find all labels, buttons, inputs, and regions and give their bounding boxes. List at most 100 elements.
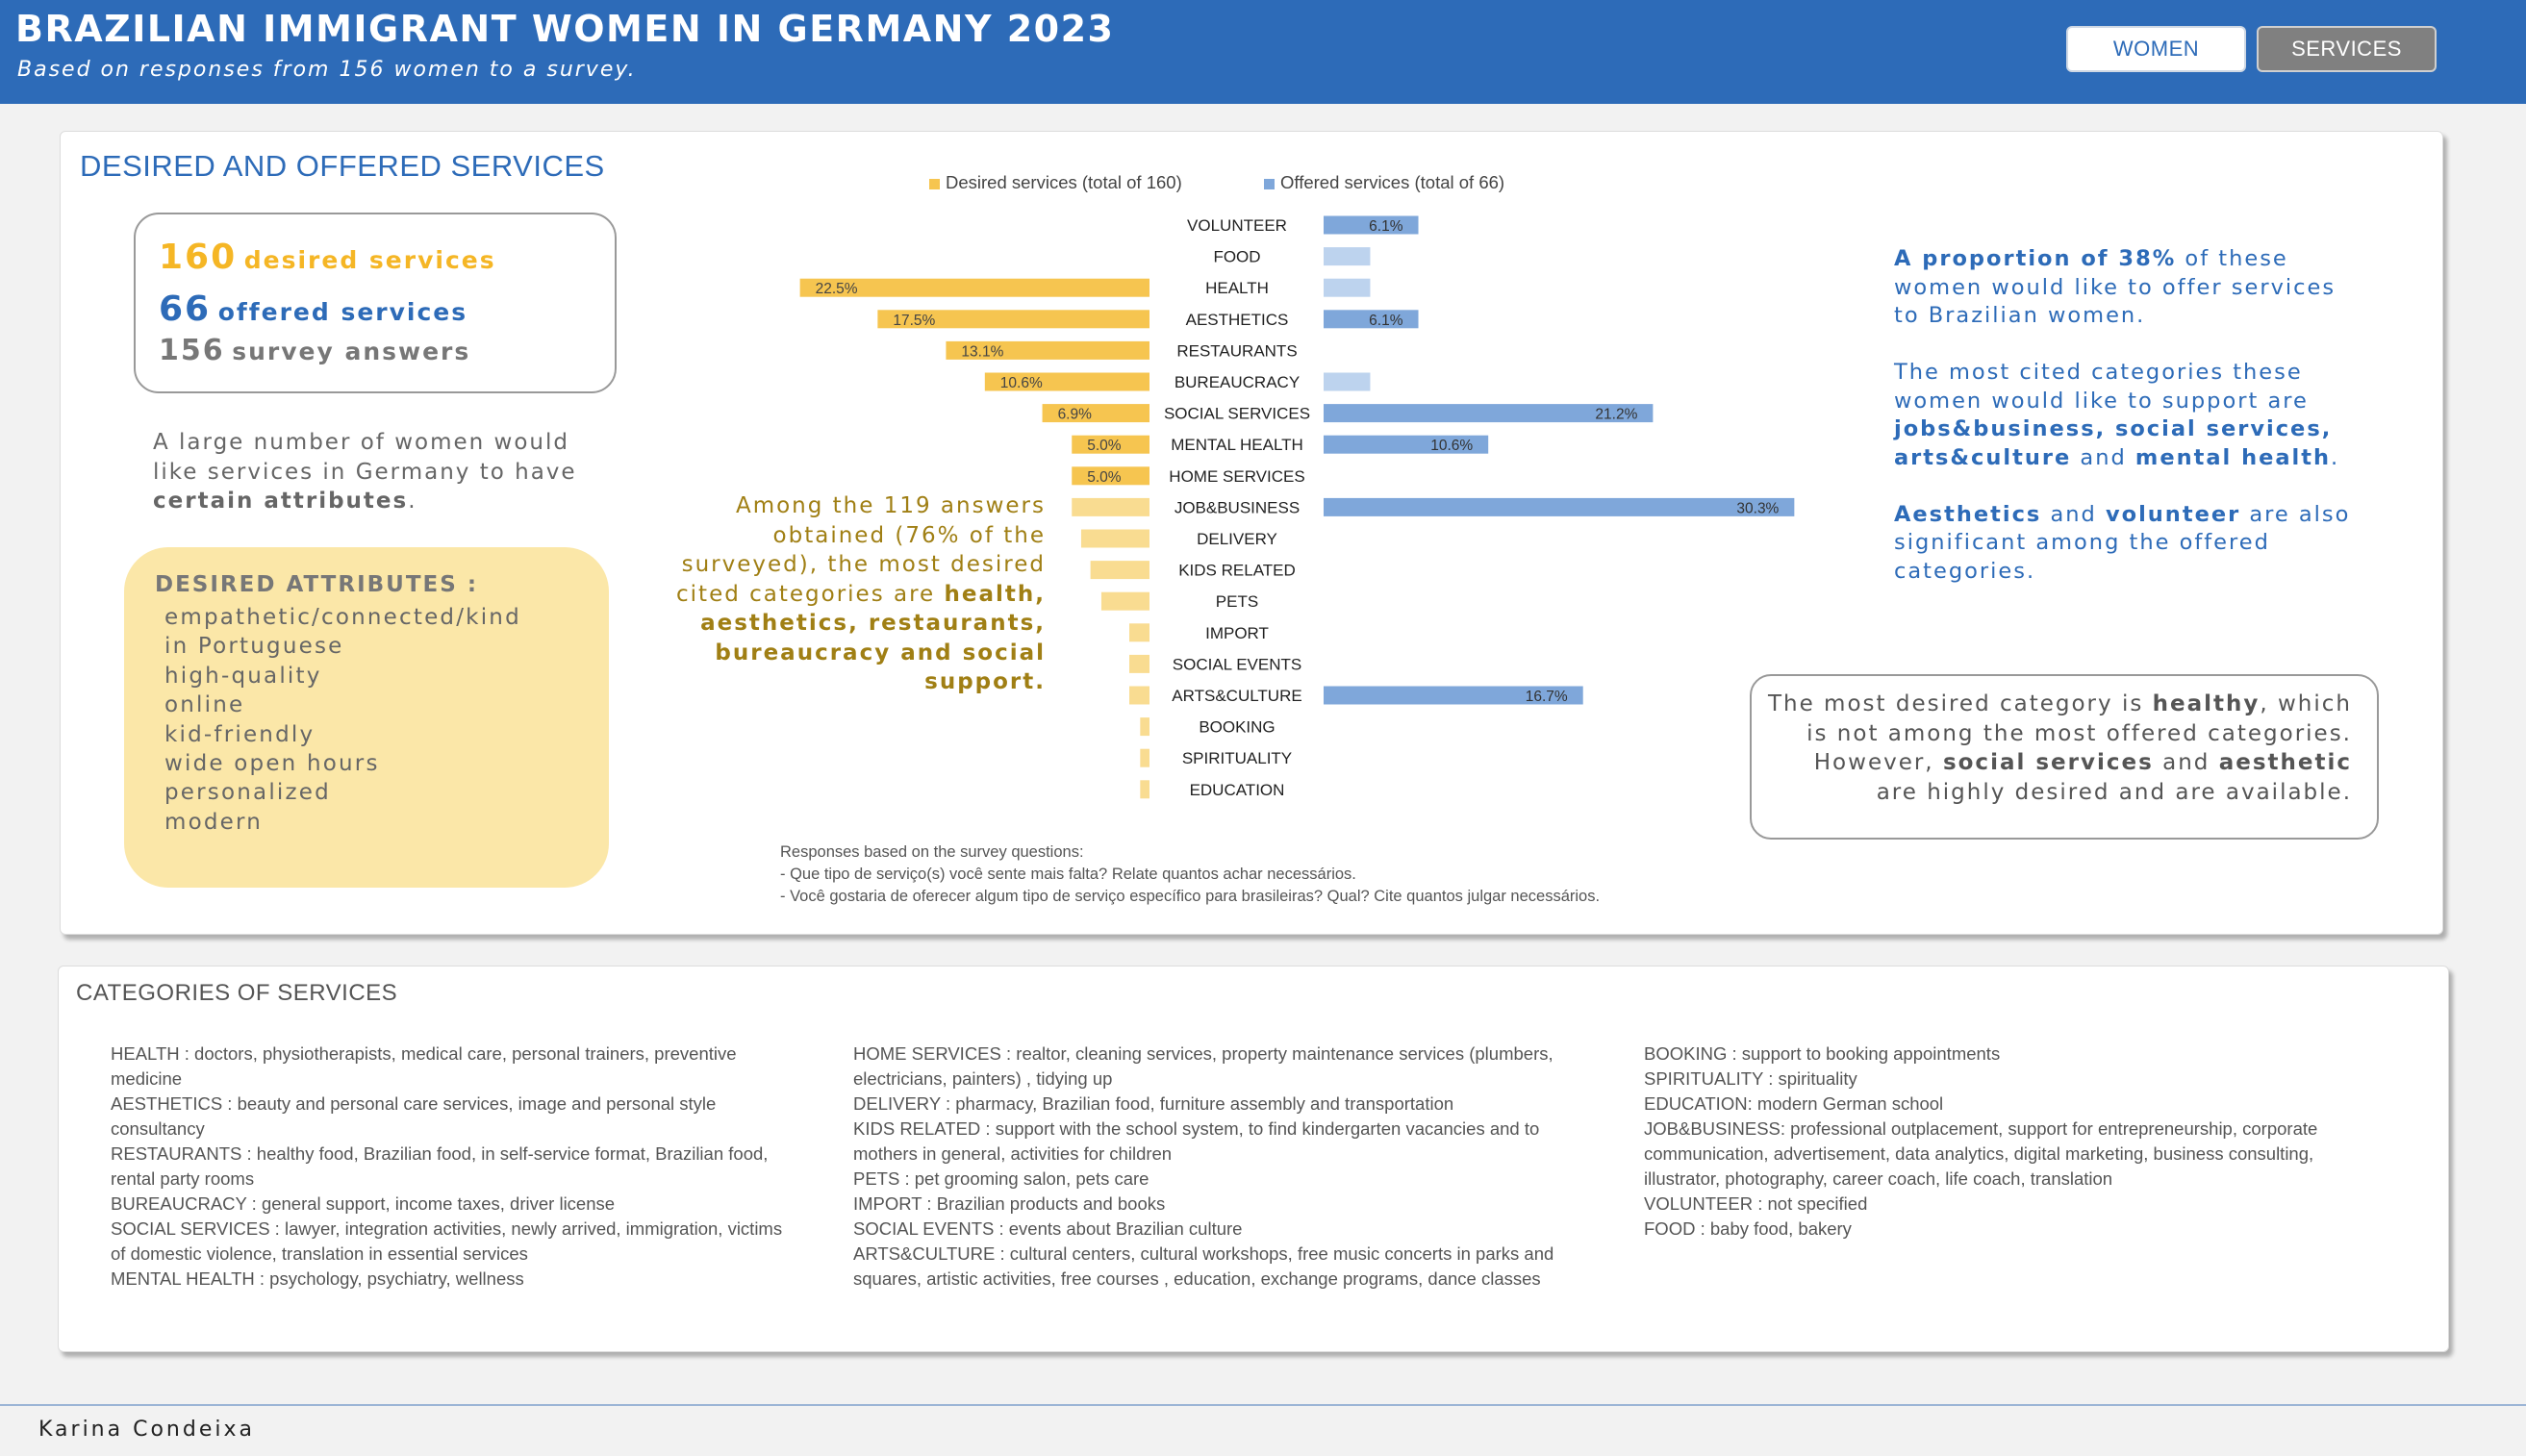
categories-title: CATEGORIES OF SERVICES [76, 980, 398, 1006]
category-description: IMPORT : Brazilian products and books [853, 1193, 1166, 1214]
desired-bar-label: 13.1% [961, 343, 1003, 360]
desired-bar [1080, 529, 1149, 548]
desired-bar [1129, 686, 1149, 705]
category-description: SOCIAL EVENTS : events about Brazilian c… [853, 1218, 1243, 1239]
desired-bar [1129, 623, 1149, 642]
category-description: HOME SERVICES : realtor, cleaning servic… [853, 1043, 1553, 1089]
desired-bar [1100, 591, 1149, 611]
legend-label-desired: Desired services (total of 160) [946, 172, 1182, 192]
conclusion-b1: healthy [2152, 691, 2261, 716]
category-description: BOOKING : support to booking appointment… [1644, 1043, 2001, 1064]
offered-bar [1324, 278, 1371, 297]
survey-note-line: Responses based on the survey questions: [780, 843, 1084, 861]
offered-summary-p1-bold: A proportion of 38% [1894, 246, 2177, 271]
category-description: AESTHETICS : beauty and personal care se… [111, 1093, 717, 1139]
stat-answers-number: 156 [159, 334, 225, 367]
category-label: RESTAURANTS [1176, 341, 1297, 360]
legend-swatch-offered [1264, 179, 1275, 189]
author-name: Karina Condeixa [38, 1418, 255, 1442]
desired-bar [1072, 466, 1149, 486]
stat-desired: 160 desired services [159, 238, 496, 277]
offered-summary-p3-text: are also significant among the offered c… [1894, 501, 2351, 584]
desired-summary-note: Among the 119 answers obtained (76% of t… [661, 491, 1046, 697]
legend-swatch-desired [929, 179, 940, 189]
offered-summary-p1: A proportion of 38% of these women would… [1894, 245, 2356, 331]
category-label: HOME SERVICES [1169, 467, 1304, 486]
category-label: IMPORT [1205, 624, 1269, 642]
category-description: JOB&BUSINESS: professional outplacement,… [1644, 1118, 2318, 1189]
stat-answers: 156 survey answers [159, 334, 470, 367]
attribute-item: modern [164, 809, 264, 835]
offered-bar [1324, 435, 1489, 454]
survey-note-line: - Que tipo de serviço(s) você sente mais… [780, 866, 1356, 883]
footer-divider [0, 1404, 2526, 1406]
offered-summary-p2: The most cited categories these women wo… [1894, 359, 2356, 472]
desired-attributes-box: DESIRED ATTRIBUTES : empathetic/connecte… [124, 547, 609, 888]
offered-summary-p2-bold1: jobs&business, social services, arts&cul… [1894, 416, 2333, 470]
legend-label-offered: Offered services (total of 66) [1280, 172, 1504, 192]
category-label: DELIVERY [1197, 530, 1277, 548]
tab-women[interactable]: WOMEN [2066, 26, 2246, 72]
stat-desired-label: desired services [243, 246, 496, 274]
category-label: SPIRITUALITY [1182, 749, 1292, 767]
offered-bar [1324, 686, 1583, 705]
desired-bar [799, 278, 1149, 297]
attribute-item: wide open hours [164, 751, 380, 777]
offered-bar-label: 6.1% [1369, 313, 1403, 329]
attribute-item: high-quality [164, 663, 322, 689]
tab-services[interactable]: SERVICES [2257, 26, 2437, 72]
desired-bar [1140, 748, 1149, 767]
category-label: KIDS RELATED [1178, 562, 1296, 580]
intro-text: A large number of women would like servi… [153, 428, 595, 516]
offered-bar-label: 21.2% [1595, 407, 1637, 423]
attribute-item: in Portuguese [164, 634, 344, 660]
survey-note: Responses based on the survey questions:… [780, 841, 1600, 908]
stat-offered-number: 66 [159, 289, 212, 329]
conclusion-b2: social services [1942, 750, 2154, 775]
attributes-list: empathetic/connected/kind in Portuguese hi… [164, 603, 521, 837]
desired-bar [1072, 497, 1149, 516]
category-description: BUREAUCRACY : general support, income ta… [111, 1193, 616, 1214]
page-subtitle: Based on responses from 156 women to a s… [17, 58, 637, 82]
desired-bar-label: 17.5% [893, 313, 935, 329]
offered-bar [1324, 404, 1654, 423]
offered-bar [1324, 215, 1419, 235]
desired-bar-label: 22.5% [816, 281, 858, 297]
category-description: MENTAL HEALTH : psychology, psychiatry, … [111, 1268, 524, 1289]
category-label: EDUCATION [1190, 781, 1285, 799]
desired-bar [1042, 404, 1149, 423]
desired-bar [1140, 717, 1149, 737]
category-description: DELIVERY : pharmacy, Brazilian food, fur… [853, 1093, 1454, 1114]
category-label: HEALTH [1205, 279, 1269, 297]
survey-note-line: - Você gostaria de oferecer algum tipo d… [780, 888, 1601, 905]
desired-bar [877, 310, 1149, 329]
categories-column-2: HOME SERVICES : realtor, cleaning servic… [853, 1042, 1565, 1292]
conclusion-t3: and [2153, 750, 2219, 775]
desired-bar [1072, 435, 1149, 454]
offered-bar [1324, 372, 1371, 391]
offered-bar [1324, 497, 1795, 516]
desired-bar-label: 5.0% [1087, 438, 1122, 454]
offered-summary-p3: Aesthetics and volunteer are also signif… [1894, 501, 2356, 587]
attributes-title: DESIRED ATTRIBUTES : [155, 572, 479, 597]
conclusion-t2: , which is not among the most offered ca… [1806, 691, 2352, 775]
attribute-item: personalized [164, 780, 331, 806]
section-title: DESIRED AND OFFERED SERVICES [80, 149, 605, 183]
desired-bar [1129, 654, 1149, 673]
attribute-item: kid-friendly [164, 721, 316, 747]
attribute-item: empathetic/connected/kind [164, 605, 521, 630]
intro-text-end: . [408, 489, 417, 514]
stat-offered-label: offered services [217, 298, 468, 326]
category-label: PETS [1216, 592, 1258, 611]
offered-summary-p3-bold2: volunteer [2105, 501, 2241, 527]
category-label: SOCIAL SERVICES [1164, 405, 1310, 423]
offered-summary-p2-and: and [2071, 444, 2135, 470]
categories-column-3: BOOKING : support to booking appointment… [1644, 1042, 2375, 1242]
category-description: KIDS RELATED : support with the school s… [853, 1118, 1540, 1164]
category-description: PETS : pet grooming salon, pets care [853, 1168, 1149, 1189]
category-label: JOB&BUSINESS [1175, 498, 1300, 516]
offered-bar-label: 6.1% [1369, 218, 1403, 235]
desired-bar [984, 372, 1149, 391]
category-label: FOOD [1213, 248, 1260, 266]
desired-summary-text: Among the 119 answers obtained (76% of t… [676, 493, 1046, 607]
